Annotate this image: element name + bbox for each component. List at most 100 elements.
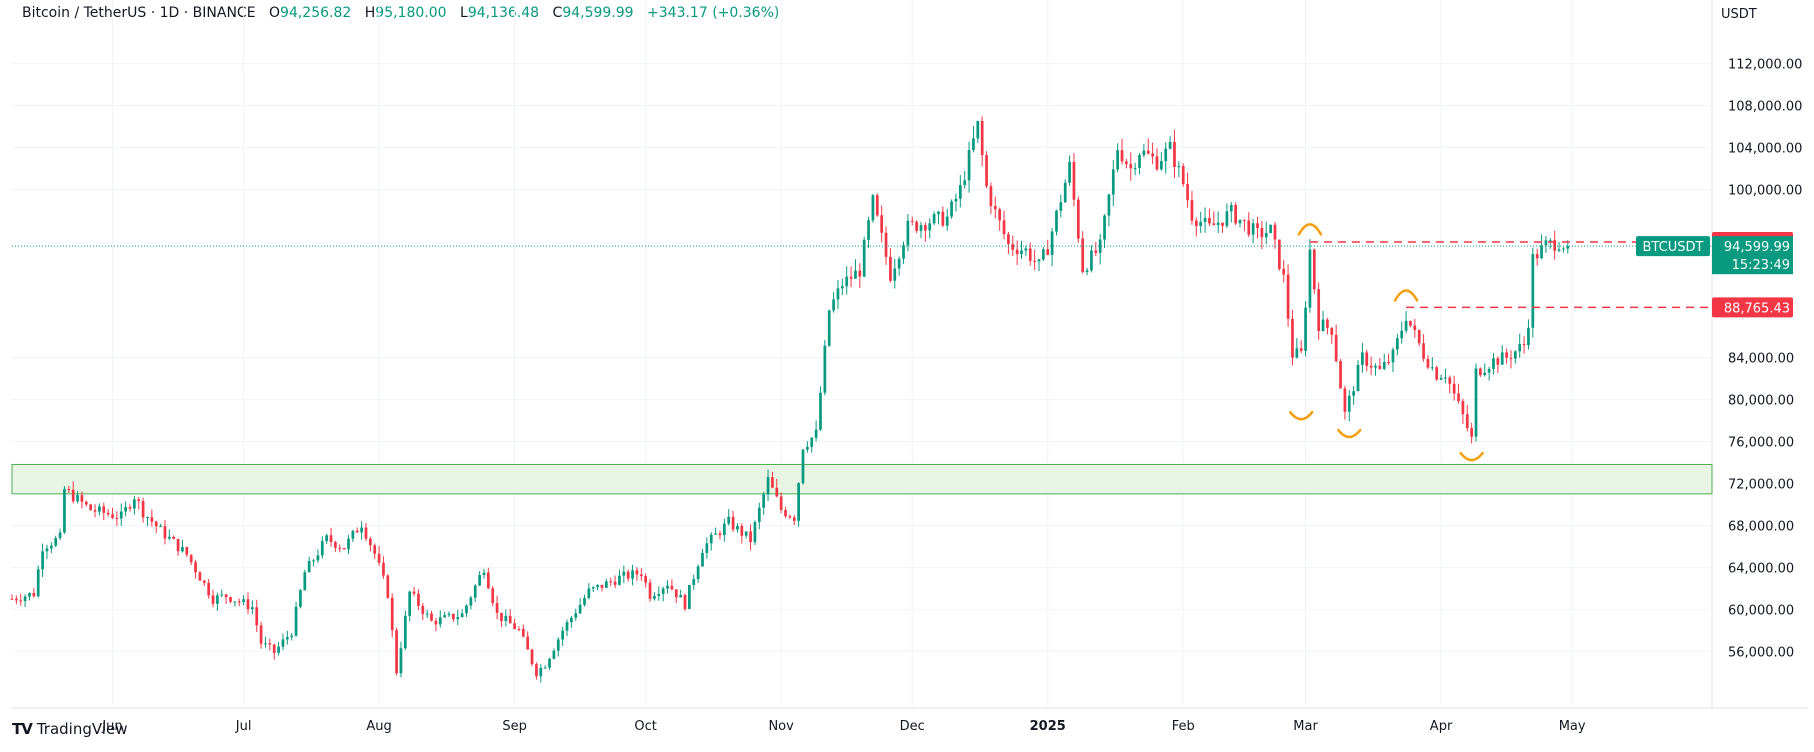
candle-body xyxy=(1063,182,1067,203)
candle-body xyxy=(766,477,770,495)
candle xyxy=(543,665,547,669)
pattern-arc-marker xyxy=(1337,428,1362,439)
candle xyxy=(1457,383,1460,404)
candle-body xyxy=(1299,348,1303,351)
candle-body xyxy=(1221,222,1224,226)
symbol-title[interactable]: Bitcoin / TetherUS · 1D · BINANCE xyxy=(22,5,256,21)
candle-body xyxy=(369,538,372,546)
candle-body xyxy=(1269,224,1272,234)
candle xyxy=(1129,152,1133,181)
candle xyxy=(989,182,993,214)
candle-body xyxy=(224,594,228,598)
candle-body xyxy=(535,664,538,677)
tradingview-logo[interactable]: TV TradingView xyxy=(12,720,127,738)
candle-body xyxy=(779,496,783,510)
candle xyxy=(1173,129,1176,179)
x-tick-label: Mar xyxy=(1293,719,1318,734)
candle-body xyxy=(390,597,394,631)
candle xyxy=(661,586,665,602)
candle-body xyxy=(530,649,534,665)
candle-body xyxy=(1050,231,1054,255)
candle xyxy=(294,601,298,637)
candle xyxy=(1076,196,1080,244)
candle xyxy=(797,482,800,527)
candle xyxy=(893,258,897,289)
candle xyxy=(731,510,735,532)
candle-body xyxy=(237,601,241,603)
candle-body xyxy=(613,581,617,585)
candle xyxy=(1326,317,1329,335)
candle-body xyxy=(583,597,586,605)
candle-body xyxy=(255,607,259,626)
candle-body xyxy=(622,571,626,576)
candle-body xyxy=(465,605,468,614)
candle-body xyxy=(788,516,792,518)
candle-body xyxy=(246,599,250,610)
candle xyxy=(403,610,407,651)
candle xyxy=(980,116,984,167)
x-tick-label: Dec xyxy=(900,719,925,734)
candle xyxy=(906,214,910,252)
candle-body xyxy=(718,533,722,536)
candle-body xyxy=(819,392,822,430)
candle xyxy=(49,542,53,554)
candle-body xyxy=(976,120,980,139)
candle-body xyxy=(801,449,805,484)
candle xyxy=(1361,342,1364,373)
candle-body xyxy=(264,643,267,645)
candle-body xyxy=(731,516,735,530)
candle-body xyxy=(133,499,136,509)
candle-body xyxy=(639,574,643,577)
candle xyxy=(967,141,971,193)
candle xyxy=(1081,231,1085,274)
candle xyxy=(998,207,1002,231)
candle xyxy=(111,507,114,520)
candle xyxy=(1312,248,1316,294)
candle-body xyxy=(749,531,752,543)
candle xyxy=(1068,155,1071,186)
candle-body xyxy=(1024,248,1028,251)
candle-body xyxy=(1072,161,1076,200)
candle-body xyxy=(1238,219,1242,224)
candle xyxy=(325,533,329,545)
candle-body xyxy=(1479,368,1482,376)
candle xyxy=(430,610,433,622)
candle-body xyxy=(211,595,215,604)
candle xyxy=(1186,172,1189,208)
candle xyxy=(535,662,538,680)
candle xyxy=(456,609,460,626)
candle-body xyxy=(854,270,857,279)
candle xyxy=(1291,309,1294,366)
candle-body xyxy=(1081,238,1085,273)
candle xyxy=(1028,242,1032,266)
candle-body xyxy=(1317,289,1321,331)
candle-body xyxy=(814,429,818,438)
candle xyxy=(862,236,866,278)
candle xyxy=(299,589,302,609)
candle xyxy=(202,579,206,586)
candle xyxy=(902,241,905,264)
candle-body xyxy=(1282,268,1286,275)
candle xyxy=(1277,239,1281,271)
candle xyxy=(941,206,945,228)
candle xyxy=(788,514,792,519)
candle-body xyxy=(1321,319,1325,331)
candle-body xyxy=(521,629,525,637)
candle xyxy=(806,441,809,453)
candle xyxy=(1221,222,1224,233)
candle-body xyxy=(1234,204,1238,224)
currency-selector[interactable]: USDT xyxy=(1718,4,1801,26)
candle-body xyxy=(386,575,390,598)
candle xyxy=(211,589,215,608)
y-tick-label: 60,000.00 xyxy=(1728,603,1794,618)
candle-body xyxy=(19,600,23,602)
candle-body xyxy=(526,636,530,650)
candle xyxy=(740,523,744,544)
candle xyxy=(1317,282,1321,340)
candle-body xyxy=(28,592,31,597)
candle-body xyxy=(1229,204,1233,212)
candle-body xyxy=(342,548,346,550)
candle xyxy=(604,578,608,589)
candle-body xyxy=(1260,228,1264,238)
